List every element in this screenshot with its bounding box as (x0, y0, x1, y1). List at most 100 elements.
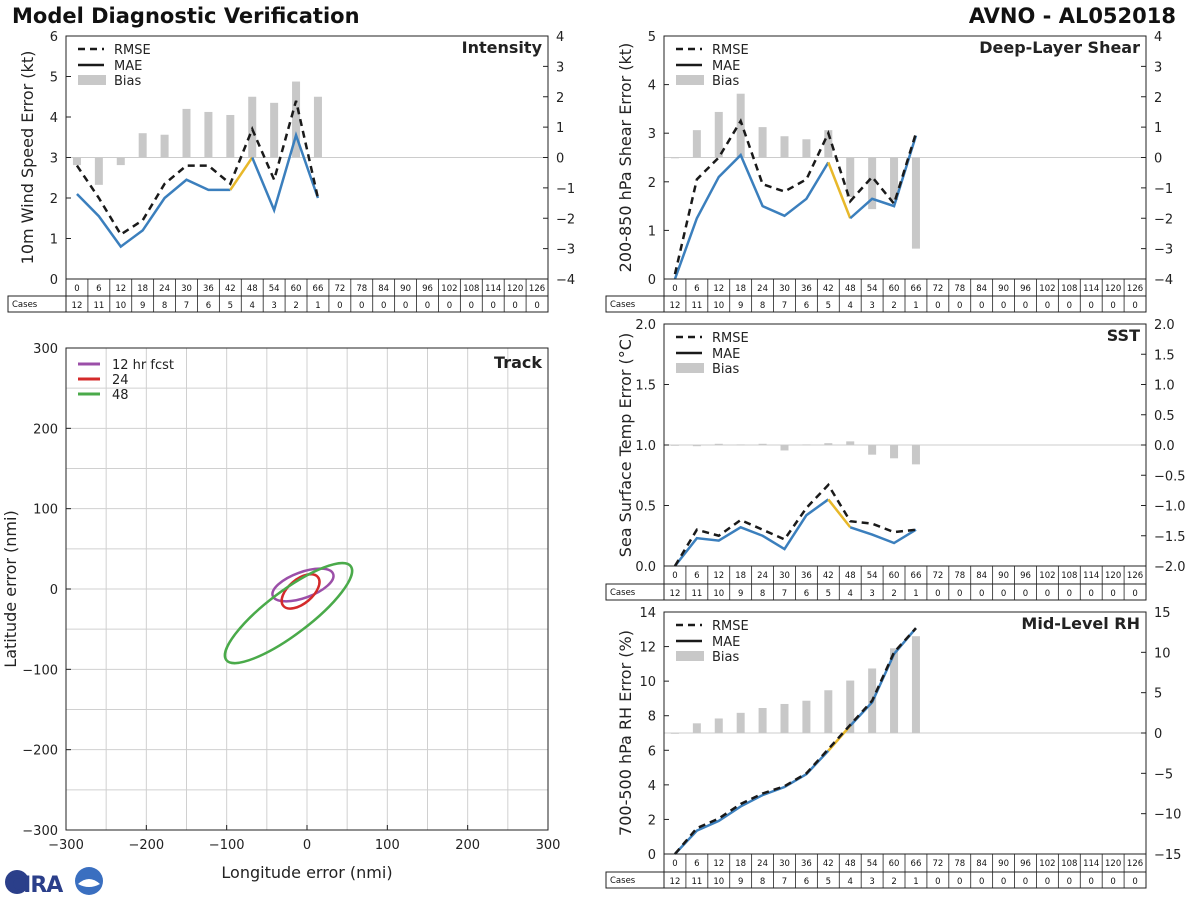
legend-bias-swatch (676, 75, 704, 85)
case-count: 3 (869, 589, 874, 599)
hour-label: 126 (1127, 571, 1143, 581)
case-count: 11 (691, 589, 702, 599)
case-count: 0 (1067, 877, 1072, 887)
case-count: 0 (337, 301, 342, 311)
x-tick-label: −300 (48, 838, 84, 853)
case-count: 0 (1110, 589, 1115, 599)
hour-label: 0 (672, 859, 677, 869)
hour-label: 6 (96, 284, 101, 294)
y2-tick-label: −2.0 (1154, 560, 1186, 575)
legend-bias-swatch (676, 651, 704, 661)
case-count: 2 (891, 877, 896, 887)
y2-tick-label: 4 (556, 30, 564, 45)
y2-tick-label: −2 (556, 212, 575, 227)
legend-mae-label: MAE (712, 347, 740, 362)
bias-bar (890, 157, 899, 201)
bias-bar (714, 718, 723, 733)
hour-label: 108 (1061, 859, 1077, 869)
y-tick-label: 6 (648, 744, 656, 759)
x-tick-label: −200 (128, 838, 164, 853)
y2-tick-label: 5 (1154, 687, 1162, 702)
hour-label: 120 (1105, 571, 1121, 581)
legend-label: 48 (112, 388, 129, 403)
case-count: 0 (1045, 589, 1050, 599)
y2-tick-label: −4 (1154, 273, 1173, 288)
y2-tick-label: −3 (1154, 243, 1173, 258)
case-count: 0 (534, 301, 539, 311)
hour-label: 48 (845, 571, 856, 581)
legend-rmse-label: RMSE (114, 43, 151, 58)
hour-label: 18 (735, 571, 746, 581)
hour-label: 66 (911, 284, 922, 294)
y-axis-label: 700-500 hPa RH Error (%) (616, 630, 635, 836)
case-count: 5 (826, 589, 831, 599)
hour-label: 126 (1127, 284, 1143, 294)
y-tick-label: 5 (648, 30, 656, 45)
hour-label: 0 (672, 571, 677, 581)
y-axis-label: Latitude error (nmi) (1, 510, 20, 667)
bias-bar (692, 445, 701, 447)
y2-tick-label: 0 (1154, 152, 1162, 167)
y-tick-label: −100 (22, 663, 58, 678)
case-count: 9 (738, 301, 743, 311)
case-count: 7 (782, 877, 787, 887)
hour-label: 30 (779, 859, 790, 869)
case-count: 0 (491, 301, 496, 311)
y2-tick-label: 15 (1154, 606, 1171, 621)
case-count: 0 (1110, 877, 1115, 887)
case-count: 0 (1089, 301, 1094, 311)
y2-tick-label: 1 (1154, 121, 1162, 136)
hour-label: 24 (757, 859, 768, 869)
hour-label: 54 (867, 859, 878, 869)
hour-label: 30 (779, 284, 790, 294)
case-count: 0 (1067, 301, 1072, 311)
case-count: 0 (1023, 589, 1028, 599)
hour-label: 84 (378, 284, 389, 294)
y-tick-label: 0 (648, 273, 656, 288)
mae-line (674, 749, 830, 855)
legend-mae-label: MAE (712, 59, 740, 74)
y2-tick-label: 0.5 (1154, 409, 1175, 424)
bias-bar (780, 703, 789, 733)
y-tick-label: 3 (648, 127, 656, 142)
case-count: 0 (979, 877, 984, 887)
y-tick-label: 8 (648, 710, 656, 725)
hour-label: 90 (400, 284, 411, 294)
hour-label: 30 (181, 284, 192, 294)
hour-label: 66 (911, 571, 922, 581)
mae-line (251, 131, 320, 214)
figure-title: Model Diagnostic Verification (12, 4, 360, 28)
hour-label: 36 (203, 284, 214, 294)
bias-bar (670, 445, 679, 446)
bias-bar (758, 127, 767, 158)
case-count: 0 (1045, 877, 1050, 887)
legend-rmse-label: RMSE (712, 619, 749, 634)
cases-label: Cases (610, 300, 636, 310)
hour-label: 114 (1083, 571, 1099, 581)
bias-bar (736, 93, 745, 158)
case-count: 2 (891, 301, 896, 311)
bias-bar (692, 130, 701, 158)
legend-mae-label: MAE (712, 635, 740, 650)
case-count: 0 (935, 589, 940, 599)
hour-label: 102 (441, 284, 457, 294)
case-count: 0 (381, 301, 386, 311)
cases-row (605, 871, 1147, 889)
mae-line-transition (229, 156, 254, 191)
case-count: 10 (713, 589, 724, 599)
y-tick-label: 3 (50, 152, 58, 167)
case-count: 4 (250, 301, 255, 311)
hour-label: 66 (911, 859, 922, 869)
y-tick-label: 12 (639, 641, 656, 656)
bias-bar (780, 136, 789, 158)
y-tick-label: 0 (50, 273, 58, 288)
y-tick-label: 6 (50, 30, 58, 45)
hour-label: 6 (694, 284, 699, 294)
case-count: 8 (162, 301, 167, 311)
bias-bar (846, 441, 855, 445)
bias-bar (911, 445, 920, 465)
y-tick-label: 1.5 (635, 379, 656, 394)
case-count: 2 (891, 589, 896, 599)
y2-tick-label: −15 (1154, 848, 1181, 863)
